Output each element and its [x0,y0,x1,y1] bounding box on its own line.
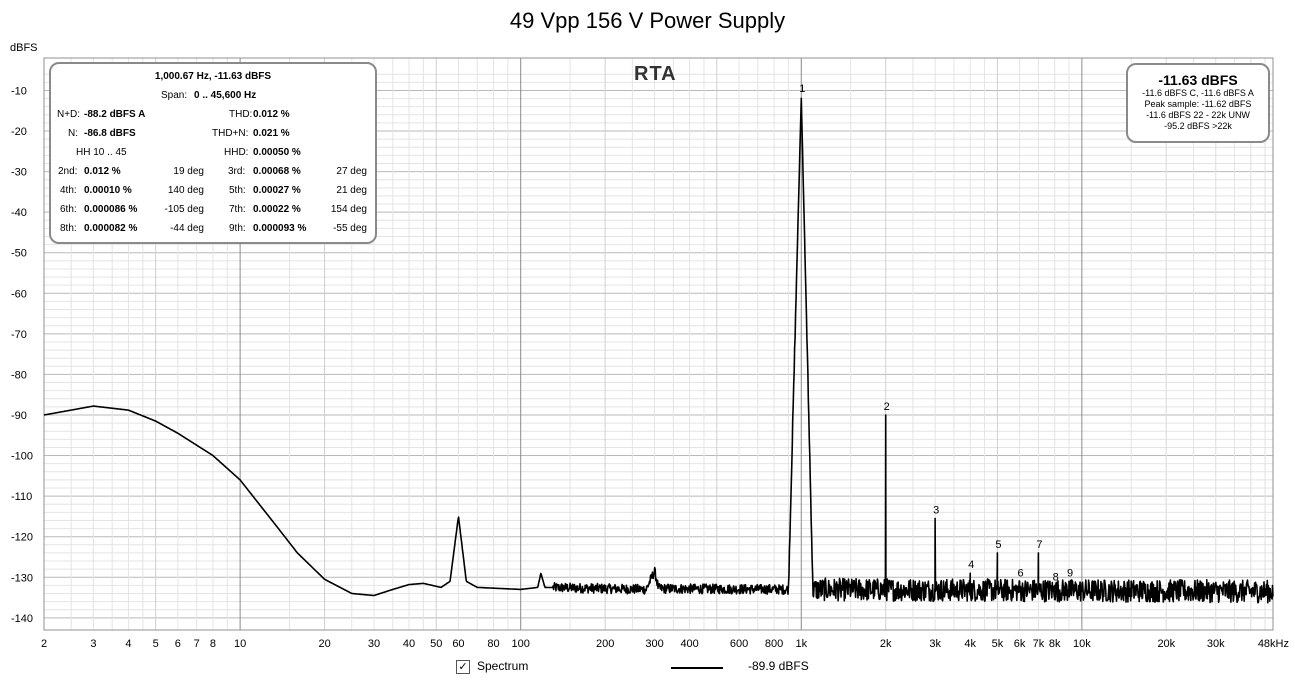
x-tick-label: 30k [1207,638,1225,650]
x-tick-label: 8 [210,638,216,650]
thd-value: 0.012 % [253,109,290,120]
n-value: -86.8 dBFS [84,128,136,139]
x-tick-label: 30 [368,638,380,650]
nd-label: N+D: [57,109,81,120]
thdn-label: THD+N: [212,128,249,139]
harmonic-labels: 1 2 3 4 5 6 7 8 9 [799,83,1073,583]
x-tick-label: 7 [194,638,200,650]
harmonic-row: 8th: 0.000082 % -44 deg 9th: 0.000093 % … [60,223,367,234]
y-tick-label: -130 [11,572,33,584]
thdn-value: 0.021 % [253,128,290,139]
x-tick-label: 1k [795,638,807,650]
x-tick-label: 20k [1157,638,1175,650]
x-tick-label: 20 [318,638,330,650]
x-tick-labels: 2 3 4 5 6 7 8 10 20 30 40 50 60 80 100 200 300 400 600 800 1… [41,638,1289,650]
thd-label: THD: [229,109,253,120]
y-tick-label: -80 [11,369,27,381]
x-tick-label: 80 [487,638,499,650]
y-tick-label: -140 [11,613,33,625]
x-tick-label: 400 [680,638,698,650]
y-tick-label: -90 [11,410,27,422]
nd-value: -88.2 dBFS A [84,109,146,120]
x-tick-label: 100 [512,638,530,650]
x-tick-label: 3 [90,638,96,650]
y-tick-label: -110 [11,491,32,503]
x-tick-label: 2 [41,638,47,650]
hhd-value: 0.00050 % [253,147,301,158]
x-tick-label: 6 [175,638,181,650]
level-above-22k: -95.2 dBFS >22k [1164,121,1232,131]
legend-spectrum-label: Spectrum [477,659,529,673]
y-tick-label: -60 [11,288,27,300]
x-tick-label: 2k [880,638,892,650]
x-tick-label: 40 [403,638,415,650]
level-meter-panel[interactable]: -11.63 dBFS -11.6 dBFS C, -11.6 dBFS A P… [1126,63,1270,143]
x-tick-label: 50 [430,638,442,650]
hh-range-label: HH 10 .. 45 [76,147,127,158]
level-weighted: -11.6 dBFS C, -11.6 dBFS A [1142,88,1254,98]
y-tick-label: -50 [11,248,27,260]
legend-value: -89.9 dBFS [748,659,809,673]
x-tick-label: 10k [1073,638,1091,650]
y-tick-label: -100 [11,451,33,463]
spectrum-checkbox[interactable]: ✓ [456,660,470,674]
info-frequency-level: 1,000.67 Hz, -11.63 dBFS [154,71,272,82]
y-tick-label: -20 [11,126,27,138]
x-tick-label: 800 [765,638,783,650]
x-tick-label: 5k [992,638,1004,650]
grid [43,58,1273,630]
harmonic-label: 9 [1067,567,1073,579]
hhd-label: HHD: [224,147,249,158]
x-tick-label: 10 [234,638,246,650]
x-tick-label: 200 [596,638,614,650]
x-tick-label: 5 [153,638,159,650]
n-label: N: [68,128,78,139]
spectrum-trace [43,97,1274,604]
harmonic-label: 8 [1053,571,1059,583]
plot-frame [43,57,1274,631]
y-tick-label: -70 [11,329,27,341]
level-unweighted: -11.6 dBFS 22 - 22k UNW [1146,110,1250,120]
y-tick-label: -30 [11,167,27,179]
level-peak-sample: Peak sample: -11.62 dBFS [1144,99,1252,109]
x-tick-label: 6k [1014,638,1026,650]
x-tick-label: 3k [929,638,941,650]
x-tick-label: 4 [125,638,131,650]
level-main-value: -11.63 dBFS [1158,72,1238,88]
harmonic-label: 3 [933,504,939,516]
y-axis-unit-label: dBFS [10,42,38,54]
harmonic-label: 5 [995,539,1001,551]
x-tick-label: 600 [730,638,748,650]
x-tick-label: 300 [645,638,663,650]
harmonic-label: 6 [1018,567,1024,579]
y-tick-labels: -10 -20 -30 -40 -50 -60 -70 -80 -90 -100 -110 -120 -… [11,85,33,624]
y-tick-label: -40 [11,207,27,219]
x-tick-label: 60 [452,638,464,650]
span-label: Span: [161,90,188,101]
y-tick-label: -120 [11,532,33,544]
measurement-info-panel[interactable]: 1,000.67 Hz, -11.63 dBFS Span: 0 .. 45,6… [49,62,377,244]
x-tick-label: 48kHz [1258,638,1289,650]
x-tick-label: 8k [1049,638,1061,650]
span-value: 0 .. 45,600 Hz [194,90,257,101]
harmonic-label: 7 [1036,539,1042,551]
harmonic-row: 4th: 0.00010 % 140 deg 5th: 0.00027 % 21… [60,185,367,196]
harmonic-label: 2 [884,401,890,413]
x-tick-label: 7k [1033,638,1045,650]
harmonic-label: 1 [799,83,805,95]
harmonic-row: 2nd: 0.012 % 19 deg 3rd: 0.00068 % 27 de… [58,166,367,177]
chart-title: 49 Vpp 156 V Power Supply [509,8,786,33]
rta-label: RTA [634,63,677,85]
harmonic-label: 4 [968,559,974,571]
harmonic-row: 6th: 0.000086 % -105 deg 7th: 0.00022 % … [60,204,367,215]
x-tick-label: 4k [964,638,976,650]
y-tick-label: -10 [11,85,27,97]
legend-line-swatch [671,667,723,669]
